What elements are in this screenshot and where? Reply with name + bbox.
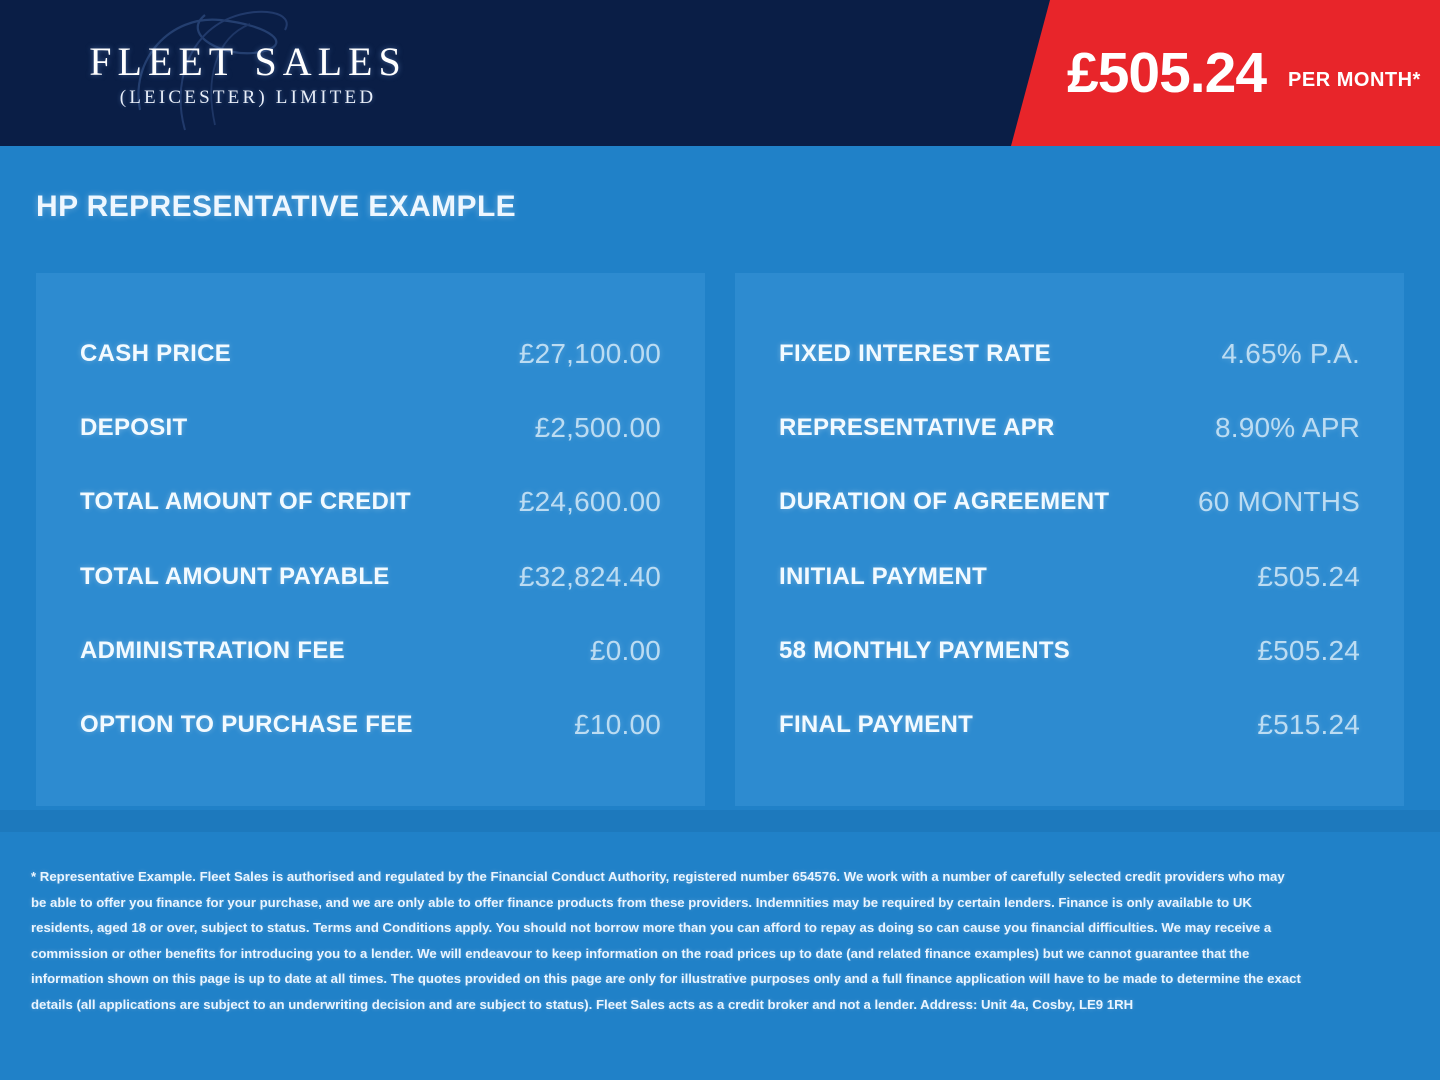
table-row: INITIAL PAYMENT £505.24: [779, 540, 1360, 614]
table-row: FIXED INTEREST RATE 4.65% P.A.: [779, 317, 1360, 391]
left-details-panel: CASH PRICE £27,100.00 DEPOSIT £2,500.00 …: [36, 273, 705, 806]
row-value: £505.24: [1257, 634, 1360, 666]
row-value: 4.65% P.A.: [1221, 338, 1360, 370]
table-row: CASH PRICE £27,100.00: [80, 317, 661, 391]
row-label: 58 MONTHLY PAYMENTS: [779, 636, 1071, 664]
logo-primary-text: FLEET SALES: [89, 39, 407, 84]
row-value: £2,500.00: [534, 412, 661, 444]
table-row: ADMINISTRATION FEE £0.00: [80, 614, 661, 688]
table-row: TOTAL AMOUNT PAYABLE £32,824.40: [80, 540, 661, 614]
row-value: £10.00: [574, 708, 661, 740]
table-row: 58 MONTHLY PAYMENTS £505.24: [779, 614, 1360, 688]
row-value: £24,600.00: [518, 486, 661, 518]
row-label: INITIAL PAYMENT: [779, 562, 988, 590]
table-row: DEPOSIT £2,500.00: [80, 391, 661, 465]
row-label: FINAL PAYMENT: [779, 710, 974, 738]
logo-secondary-text: (LEICESTER) LIMITED: [119, 87, 377, 108]
row-label: FIXED INTEREST RATE: [779, 340, 1051, 368]
row-label: CASH PRICE: [80, 340, 232, 368]
row-label: TOTAL AMOUNT OF CREDIT: [80, 488, 412, 516]
company-logo[interactable]: FLEET SALES (LEICESTER) LIMITED: [38, 39, 458, 108]
section-divider: [0, 810, 1440, 832]
right-details-panel: FIXED INTEREST RATE 4.65% P.A. REPRESENT…: [735, 273, 1404, 806]
row-label: DURATION OF AGREEMENT: [779, 488, 1110, 516]
page-footer: * Representative Example. Fleet Sales is…: [0, 832, 1440, 1080]
row-value: £505.24: [1257, 560, 1360, 592]
main-content: HP REPRESENTATIVE EXAMPLE CASH PRICE £27…: [0, 146, 1440, 834]
disclaimer-text: * Representative Example. Fleet Sales is…: [31, 869, 1301, 1012]
monthly-price-banner: £505.24 PER MONTH*: [1011, 0, 1440, 146]
row-value: £515.24: [1257, 708, 1360, 740]
finance-details-panels: CASH PRICE £27,100.00 DEPOSIT £2,500.00 …: [36, 273, 1404, 806]
row-value: 8.90% APR: [1215, 412, 1360, 444]
table-row: OPTION TO PURCHASE FEE £10.00: [80, 688, 661, 762]
table-row: REPRESENTATIVE APR 8.90% APR: [779, 391, 1360, 465]
table-row: DURATION OF AGREEMENT 60 MONTHS: [779, 465, 1360, 539]
page-header: FLEET SALES (LEICESTER) LIMITED £505.24 …: [0, 0, 1440, 146]
monthly-price-amount: £505.24: [1067, 40, 1267, 105]
row-label: OPTION TO PURCHASE FEE: [80, 710, 413, 738]
row-label: TOTAL AMOUNT PAYABLE: [80, 562, 390, 590]
row-value: £0.00: [589, 634, 661, 666]
table-row: TOTAL AMOUNT OF CREDIT £24,600.00: [80, 465, 661, 539]
monthly-price-suffix: PER MONTH*: [1288, 68, 1421, 91]
row-label: REPRESENTATIVE APR: [779, 414, 1055, 442]
page-title: HP REPRESENTATIVE EXAMPLE: [36, 190, 517, 223]
row-label: ADMINISTRATION FEE: [80, 636, 345, 664]
row-value: £27,100.00: [518, 338, 661, 370]
table-row: FINAL PAYMENT £515.24: [779, 688, 1360, 762]
row-label: DEPOSIT: [80, 414, 188, 442]
row-value: £32,824.40: [518, 560, 661, 592]
price-banner-content: £505.24 PER MONTH*: [1011, 0, 1440, 146]
row-value: 60 MONTHS: [1197, 486, 1360, 518]
